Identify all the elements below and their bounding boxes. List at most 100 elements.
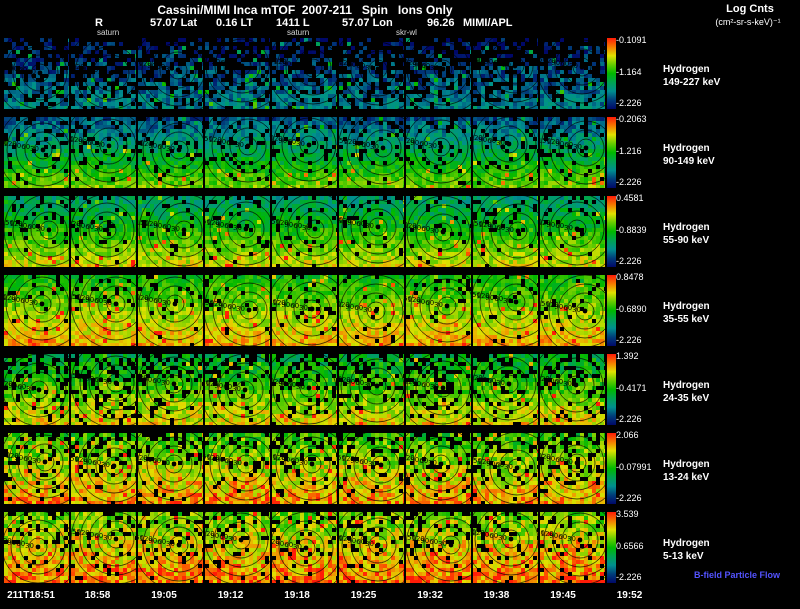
colorbar-max-value: -0.1091 bbox=[616, 35, 647, 45]
colorbar-units-label: (cm²-sr-s-keV)⁻¹ bbox=[715, 17, 781, 27]
time-tick-label: 19:52 bbox=[616, 590, 643, 601]
ephemeris-lt-value: 0.16 LT bbox=[216, 17, 254, 29]
spin-panel-r2-c4 bbox=[205, 117, 270, 188]
spin-panel-r5-c1 bbox=[4, 354, 69, 425]
time-tick-label: 19:38 bbox=[483, 590, 510, 601]
energy-range-label: 149-227 keV bbox=[663, 77, 721, 88]
saturn-marker-label: saturn bbox=[97, 28, 120, 37]
spin-panel-r7-c5 bbox=[272, 512, 337, 583]
spin-panel-r4-c1 bbox=[4, 275, 69, 346]
ephemeris-lshell-value: 1411 L bbox=[276, 17, 310, 29]
spin-panel-r7-c9 bbox=[540, 512, 605, 583]
time-tick-label: 211T18:51 bbox=[7, 590, 55, 601]
time-tick-label: 19:45 bbox=[550, 590, 576, 601]
spin-panel-r7-c8 bbox=[473, 512, 538, 583]
spin-panel-r3-c1 bbox=[4, 196, 69, 267]
energy-range-label: 90-149 keV bbox=[663, 156, 715, 167]
time-tick-label: 19:32 bbox=[417, 590, 443, 601]
spin-panel-r6-c2 bbox=[71, 433, 136, 504]
time-tick-label: 18:58 bbox=[84, 590, 111, 601]
spin-panel-r4-c3 bbox=[138, 275, 203, 346]
colorbar-title: Log Cnts bbox=[726, 3, 774, 15]
spin-panel-r3-c2 bbox=[71, 196, 136, 267]
species-label: Hydrogen bbox=[663, 459, 710, 470]
spin-panel-r7-c4 bbox=[205, 512, 270, 583]
spin-panel-r7-c7 bbox=[406, 512, 471, 583]
spin-panel-r5-c3 bbox=[138, 354, 203, 425]
spin-panel-r2-c5 bbox=[272, 117, 337, 188]
species-label: Hydrogen bbox=[663, 143, 710, 154]
spin-panel-r1-c7 bbox=[406, 38, 471, 109]
time-tick-label: 19:12 bbox=[217, 590, 244, 601]
spin-panel-r3-c8 bbox=[473, 196, 538, 267]
colorbar-row1 bbox=[607, 38, 616, 109]
spin-panel-r2-c9 bbox=[540, 117, 605, 188]
spin-panel-r2-c8 bbox=[473, 117, 538, 188]
spin-panel-r4-c5 bbox=[272, 275, 337, 346]
colorbar-row5 bbox=[607, 354, 616, 425]
spin-panel-r5-c9 bbox=[540, 354, 605, 425]
ephemeris-value: 96.26 bbox=[427, 17, 455, 29]
instrument-label: MIMI/APL bbox=[463, 17, 513, 29]
spin-panel-r6-c4 bbox=[205, 433, 270, 504]
spin-panel-r4-c2 bbox=[71, 275, 136, 346]
colorbar-mid-value: -0.6890 bbox=[616, 304, 647, 314]
energy-range-label: 35-55 keV bbox=[663, 314, 710, 325]
colorbar-min-value: -2.226 bbox=[616, 414, 642, 424]
spin-panel-r1-c2 bbox=[71, 38, 136, 109]
colorbar-mid-value: -1.216 bbox=[616, 146, 642, 156]
spin-panel-r6-c6 bbox=[339, 433, 404, 504]
spin-panel-r2-c3 bbox=[138, 117, 203, 188]
plot-title: Cassini/MIMI Inca mTOF 2007-211 Spin Ion… bbox=[157, 3, 453, 17]
spin-panel-r4-c6 bbox=[339, 275, 404, 346]
colorbar-mid-value: -1.164 bbox=[616, 67, 642, 77]
colorbar-max-value: 0.4581 bbox=[616, 193, 644, 203]
spin-panel-r3-c5 bbox=[272, 196, 337, 267]
energy-range-label: 13-24 keV bbox=[663, 472, 710, 483]
spin-panel-r1-c1 bbox=[4, 38, 69, 109]
spin-panel-r6-c1 bbox=[4, 433, 69, 504]
saturn-marker-label: saturn bbox=[287, 28, 310, 37]
spin-panel-r1-c3 bbox=[138, 38, 203, 109]
spin-panel-r1-c9 bbox=[540, 38, 605, 109]
colorbar-min-value: -2.226 bbox=[616, 493, 642, 503]
time-tick-label: 19:18 bbox=[284, 590, 310, 601]
species-label: Hydrogen bbox=[663, 301, 710, 312]
time-tick-label: 19:25 bbox=[350, 590, 377, 601]
colorbar-row3 bbox=[607, 196, 616, 267]
spin-panel-r4-c8 bbox=[473, 275, 538, 346]
spin-panel-r6-c8 bbox=[473, 433, 538, 504]
spin-panel-r4-c9 bbox=[540, 275, 605, 346]
spin-panel-r1-c6 bbox=[339, 38, 404, 109]
spin-panel-r3-c4 bbox=[205, 196, 270, 267]
spin-panel-r7-c2 bbox=[71, 512, 136, 583]
colorbar-min-value: -2.226 bbox=[616, 98, 642, 108]
colorbar-row2 bbox=[607, 117, 616, 188]
spin-panel-r1-c5 bbox=[272, 38, 337, 109]
spin-panel-r3-c6 bbox=[339, 196, 404, 267]
species-label: Hydrogen bbox=[663, 538, 710, 549]
spin-panel-r5-c5 bbox=[272, 354, 337, 425]
species-label: Hydrogen bbox=[663, 64, 710, 75]
colorbar-mid-value: -0.8839 bbox=[616, 225, 647, 235]
spin-panel-r3-c3 bbox=[138, 196, 203, 267]
spin-panel-r6-c3 bbox=[138, 433, 203, 504]
colorbar-min-value: -2.226 bbox=[616, 335, 642, 345]
spin-panel-r2-c2 bbox=[71, 117, 136, 188]
time-tick-label: 19:05 bbox=[151, 590, 177, 601]
spin-panel-r5-c8 bbox=[473, 354, 538, 425]
ephemeris-r-label: R bbox=[95, 17, 103, 29]
species-label: Hydrogen bbox=[663, 380, 710, 391]
spin-panel-r6-c5 bbox=[272, 433, 337, 504]
spin-panel-r5-c6 bbox=[339, 354, 404, 425]
spin-panel-r7-c3 bbox=[138, 512, 203, 583]
spin-panel-r7-c6 bbox=[339, 512, 404, 583]
species-label: Hydrogen bbox=[663, 222, 710, 233]
colorbar-max-value: 1.392 bbox=[616, 351, 639, 361]
spin-panel-r6-c7 bbox=[406, 433, 471, 504]
spin-panel-r4-c7 bbox=[406, 275, 471, 346]
spin-panel-r1-c8 bbox=[473, 38, 538, 109]
